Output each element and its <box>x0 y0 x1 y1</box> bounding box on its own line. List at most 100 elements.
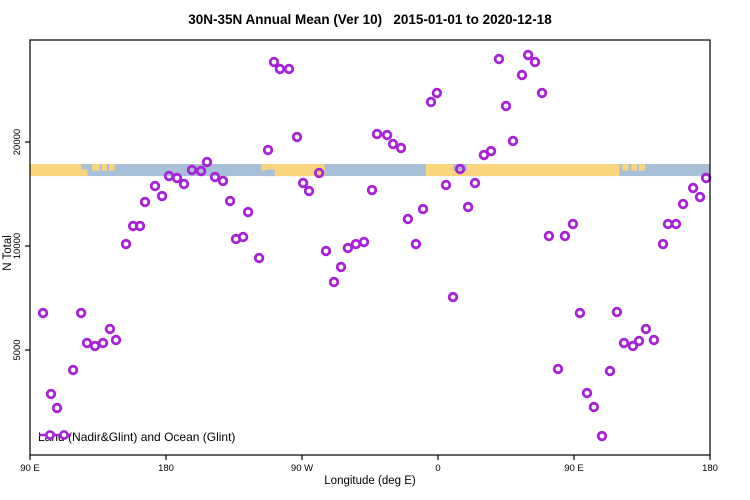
data-point <box>186 164 198 176</box>
data-point <box>335 261 347 273</box>
data-point <box>97 337 109 349</box>
map-band-segment <box>631 164 638 171</box>
data-point <box>371 128 383 140</box>
data-point <box>75 307 87 319</box>
data-point <box>694 191 706 203</box>
legend-symbol-icon <box>39 430 71 440</box>
data-point <box>274 63 286 75</box>
data-point <box>618 337 630 349</box>
x-tick-label: 90 E <box>564 463 584 474</box>
data-point <box>493 53 505 65</box>
data-point <box>350 238 362 250</box>
map-band-segment <box>453 164 467 171</box>
data-point <box>431 87 443 99</box>
data-point <box>237 231 249 243</box>
data-point <box>611 306 623 318</box>
data-point <box>89 340 101 352</box>
data-point <box>171 172 183 184</box>
data-point <box>670 218 682 230</box>
data-point <box>297 177 309 189</box>
data-point <box>657 238 669 250</box>
data-point <box>543 230 555 242</box>
data-point <box>37 307 49 319</box>
data-point <box>45 388 57 400</box>
map-band-segment <box>638 164 646 171</box>
data-point <box>224 195 236 207</box>
data-point <box>217 175 229 187</box>
data-point <box>677 198 689 210</box>
data-point <box>425 96 437 108</box>
data-point <box>581 387 593 399</box>
x-axis-label: Longitude (deg E) <box>324 475 416 487</box>
data-point <box>156 190 168 202</box>
data-point <box>440 179 452 191</box>
data-point <box>262 144 274 156</box>
plot-border <box>29 39 711 456</box>
y-tick-label: 10000 <box>12 233 23 259</box>
data-point <box>627 340 639 352</box>
data-point <box>559 230 571 242</box>
data-point <box>283 63 295 75</box>
data-point <box>567 218 579 230</box>
x-tick-label: 0 <box>435 463 440 474</box>
data-point <box>469 177 481 189</box>
legend-label: Land (Nadir&Glint) and Ocean (Glint) <box>38 429 236 444</box>
data-point <box>604 365 616 377</box>
data-point <box>253 252 265 264</box>
data-point <box>402 213 414 225</box>
data-point <box>209 171 221 183</box>
map-band-segment <box>30 164 82 177</box>
x-tick-label: 180 <box>158 463 174 474</box>
data-point <box>700 172 712 184</box>
data-point <box>195 165 207 177</box>
data-point <box>381 129 393 141</box>
data-point <box>328 276 340 288</box>
map-band-segment <box>265 169 275 177</box>
x-tick-label: 180 <box>702 463 718 474</box>
data-point <box>342 242 354 254</box>
data-point <box>687 182 699 194</box>
data-point <box>358 236 370 248</box>
data-point <box>536 87 548 99</box>
data-point <box>81 337 93 349</box>
map-band-segment <box>622 164 629 171</box>
data-point <box>395 142 407 154</box>
map-band-segment <box>101 164 108 171</box>
data-point <box>588 401 600 413</box>
data-point <box>596 430 608 442</box>
data-point <box>478 149 490 161</box>
map-band-segment <box>261 164 266 171</box>
data-point <box>51 402 63 414</box>
chart-title: 30N-35N Annual Mean (Ver 10) 2015-01-01 … <box>188 12 552 27</box>
data-point <box>516 69 528 81</box>
data-point <box>500 100 512 112</box>
data-point <box>410 238 422 250</box>
data-point <box>110 334 122 346</box>
map-band-segment <box>109 164 115 171</box>
map-band-segment <box>91 164 100 171</box>
data-point <box>507 135 519 147</box>
map-band-segment <box>425 164 620 177</box>
data-point <box>178 178 190 190</box>
data-point <box>268 56 280 68</box>
data-point <box>640 323 652 335</box>
data-point <box>529 56 541 68</box>
data-point <box>242 206 254 218</box>
data-point <box>387 138 399 150</box>
data-point <box>462 201 474 213</box>
data-point <box>291 131 303 143</box>
data-point <box>149 180 161 192</box>
data-point <box>522 49 534 61</box>
y-tick-label: 20000 <box>12 129 23 155</box>
data-point <box>366 184 378 196</box>
data-point <box>417 203 429 215</box>
legend: Land (Nadir&Glint) and Ocean (Glint) <box>38 429 235 444</box>
map-band-segment <box>81 169 88 177</box>
y-axis-label: N Total <box>2 235 14 271</box>
data-point <box>552 363 564 375</box>
data-point <box>313 167 325 179</box>
data-point <box>320 245 332 257</box>
map-band-segment <box>265 164 325 177</box>
